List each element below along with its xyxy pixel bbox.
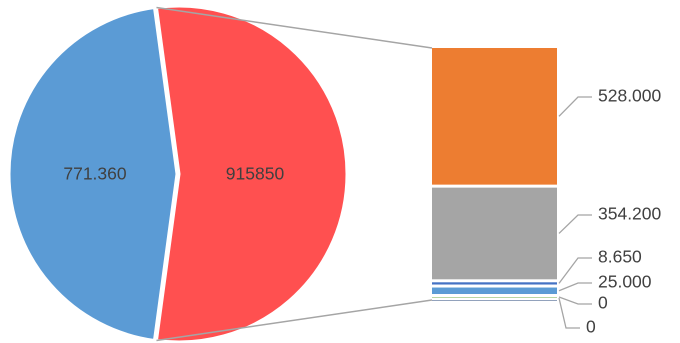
bar-segment-label: 528.000	[598, 86, 662, 106]
connector-line-top	[156, 6, 433, 49]
pie-slice-label: 771.360	[63, 164, 127, 184]
bar-segment-label: 0	[586, 317, 596, 337]
bar-segment-label: 25.000	[598, 272, 652, 292]
pie-slice-label: 915850	[226, 164, 285, 184]
leader-line	[558, 297, 580, 329]
bar-segment-label: 0	[598, 293, 608, 313]
bar-segment-label: 8.650	[598, 247, 642, 267]
bar-segment	[432, 300, 557, 301]
bar-segment	[432, 187, 557, 280]
connector-line-bottom	[156, 299, 433, 342]
leader-line	[558, 296, 592, 305]
connector-lines	[156, 6, 433, 342]
stacked-bar	[432, 48, 557, 301]
bar-segment	[432, 282, 557, 285]
pie-slice	[7, 5, 179, 343]
pie-slice	[154, 4, 349, 343]
leader-line	[558, 214, 592, 234]
leader-line	[558, 96, 592, 117]
bar-segment	[432, 297, 557, 298]
pie	[7, 4, 349, 343]
leader-line	[558, 282, 592, 292]
leader-line	[558, 257, 592, 284]
leader-lines	[558, 96, 592, 329]
bar-segment	[432, 48, 557, 185]
bar-segment	[432, 287, 557, 294]
bar-segment-label: 354.200	[598, 204, 662, 224]
